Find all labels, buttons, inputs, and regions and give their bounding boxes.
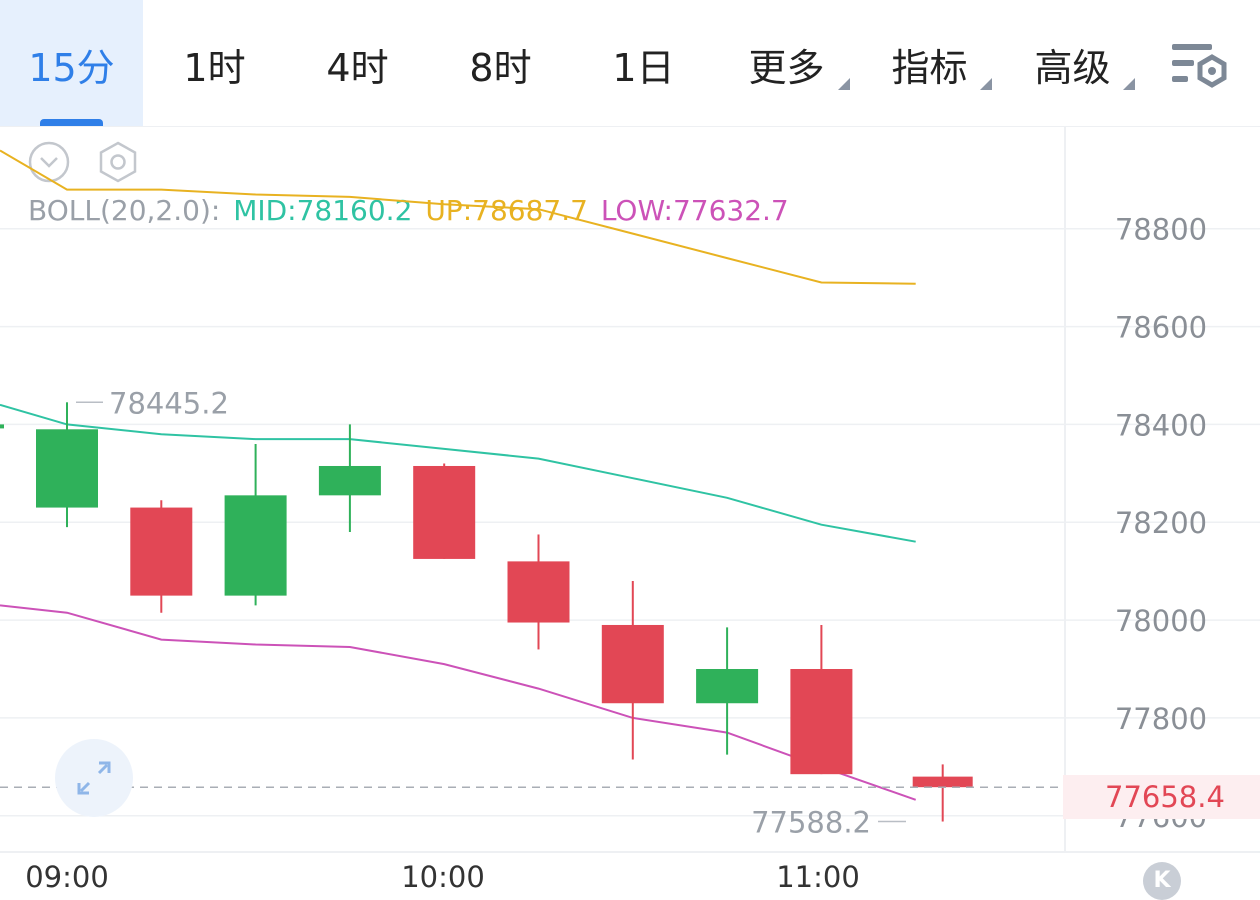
- x-tick-label: 11:00: [776, 860, 860, 894]
- x-tick-label: 09:00: [25, 860, 109, 894]
- k-line-button[interactable]: K: [1143, 862, 1181, 900]
- candle-up: [36, 429, 98, 508]
- boll-upper-line: [0, 149, 916, 285]
- expand-arrows-icon: [77, 761, 111, 795]
- active-tab-indicator: [40, 119, 103, 126]
- candle-down: [601, 624, 664, 704]
- tab-15min[interactable]: 15分: [0, 0, 143, 126]
- candle-down: [130, 507, 193, 596]
- low-price-label: 77588.2: [751, 806, 871, 840]
- boll-lower-line: [0, 604, 917, 801]
- y-tick-label: 77800: [1115, 702, 1207, 736]
- boll-mid-line: [0, 403, 916, 543]
- tab-1h-label: 1时: [183, 46, 246, 90]
- tab-1d[interactable]: 1日: [572, 0, 715, 126]
- tab-1h[interactable]: 1时: [143, 0, 286, 126]
- tab-advanced-label: 高级: [1034, 46, 1111, 90]
- tab-more-label: 更多: [748, 46, 825, 90]
- x-tick-label: 10:00: [401, 860, 485, 894]
- collapse-chevron-icon[interactable]: [27, 140, 71, 184]
- current-price-tag: 77658.4: [1063, 775, 1260, 819]
- tab-8h-label: 8时: [469, 46, 532, 90]
- tab-advanced[interactable]: 高级: [1001, 0, 1144, 126]
- y-tick-label: 78600: [1115, 311, 1207, 345]
- boll-up-value: UP:78687.7: [425, 194, 588, 227]
- kline-chart[interactable]: 7880078600784007820078000778007760009:00…: [0, 126, 1260, 899]
- chart-settings-icon[interactable]: [1168, 40, 1232, 92]
- tab-1d-label: 1日: [612, 46, 675, 90]
- interval-tabbar: 15分 1时 4时 8时 1日 更多 指标 高级: [0, 0, 1260, 127]
- tab-more[interactable]: 更多: [715, 0, 858, 126]
- tab-4h[interactable]: 4时: [286, 0, 429, 126]
- y-tick-label: 78200: [1115, 506, 1207, 540]
- partial-candle: [0, 424, 4, 429]
- tab-8h[interactable]: 8时: [429, 0, 572, 126]
- expand-chart-button[interactable]: [55, 739, 133, 817]
- hexagon-settings-icon[interactable]: [96, 140, 140, 184]
- more-caret-icon: [838, 78, 850, 90]
- candle-down: [912, 776, 973, 788]
- candle-down: [507, 561, 570, 623]
- advanced-caret-icon: [1123, 78, 1135, 90]
- y-tick-label: 78000: [1115, 604, 1207, 638]
- y-tick-label: 78800: [1115, 213, 1207, 247]
- candle-down: [413, 465, 476, 559]
- high-price-label: 78445.2: [109, 386, 229, 420]
- candle-up: [224, 495, 287, 596]
- tab-4h-label: 4时: [326, 46, 389, 90]
- boll-legend: BOLL(20,2.0): MID:78160.2 UP:78687.7 LOW…: [28, 194, 793, 227]
- candle-up: [318, 465, 381, 496]
- tab-indicators-label: 指标: [891, 46, 968, 90]
- boll-low-value: LOW:77632.7: [600, 194, 789, 227]
- tab-15min-label: 15分: [28, 46, 115, 90]
- y-tick-label: 78400: [1115, 408, 1207, 442]
- boll-prefix: BOLL(20,2.0):: [28, 194, 221, 227]
- candle-up: [696, 669, 759, 704]
- tab-indicators[interactable]: 指标: [858, 0, 1001, 126]
- candle-down: [790, 669, 853, 775]
- indicators-caret-icon: [980, 78, 992, 90]
